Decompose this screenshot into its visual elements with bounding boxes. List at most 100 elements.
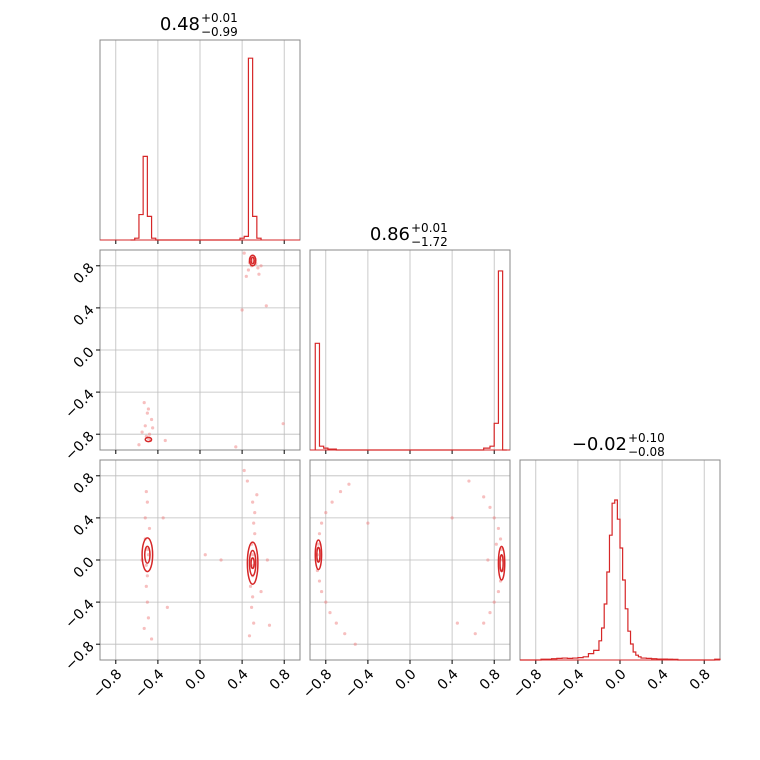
title-param-2: −0.02 +0.10 −0.08	[572, 431, 665, 459]
scatter-point	[328, 611, 332, 615]
scatter-point	[242, 251, 246, 255]
histogram-step-line-2	[520, 499, 721, 661]
x-tick-label: 0.4	[435, 666, 462, 693]
scatter-point	[259, 264, 263, 268]
density-contour	[248, 549, 257, 577]
scatter-point	[317, 579, 322, 583]
density-contour	[246, 541, 259, 585]
scatter-point	[257, 272, 261, 276]
x-tick-label: −0.4	[342, 666, 377, 701]
scatter-point	[137, 443, 141, 447]
scatter-point	[252, 621, 256, 625]
scatter-point	[316, 542, 321, 546]
scatter-point	[496, 526, 501, 531]
density-contour	[314, 539, 323, 571]
scatter-point	[467, 479, 471, 483]
scatter-point	[142, 401, 146, 405]
scatter-point	[319, 589, 324, 594]
scatter-point	[251, 500, 255, 504]
scatter-point	[498, 537, 503, 541]
scatter-point	[343, 632, 347, 636]
scatter-point	[482, 621, 486, 625]
scatter-point	[242, 468, 246, 473]
title-plus-0: +0.01	[201, 11, 238, 25]
title-plus-2: +0.10	[628, 431, 665, 445]
scatter-point	[149, 417, 154, 422]
scatter-point	[246, 268, 251, 272]
scatter-point	[247, 634, 252, 638]
scatter-point	[251, 595, 255, 599]
scatter-point	[259, 589, 263, 594]
scatter-point	[145, 500, 149, 504]
scatter-point	[145, 574, 149, 578]
y-tick-label: 0.8	[71, 260, 98, 287]
scatter-point	[499, 547, 504, 552]
density-contour	[316, 546, 321, 563]
panel-r2-c2	[519, 459, 721, 664]
scatter-point	[353, 642, 357, 646]
density-contour	[499, 553, 504, 573]
scatter-point	[450, 516, 454, 520]
scatter-point	[147, 432, 152, 436]
density-contour	[141, 537, 154, 573]
scatter-point	[319, 521, 324, 525]
scatter-point	[256, 266, 260, 270]
scatter-point	[253, 532, 257, 536]
scatter-point	[252, 521, 256, 525]
x-tick-label: −0.4	[552, 666, 587, 701]
scatter-point	[473, 632, 477, 636]
scatter-point	[253, 511, 257, 515]
y-tick-label: 0.4	[71, 512, 98, 539]
y-tick-label: 0.8	[71, 470, 98, 497]
title-value-2: −0.02	[572, 434, 627, 455]
density-contour	[144, 436, 153, 443]
scatter-point	[145, 411, 149, 415]
scatter-point	[366, 521, 370, 525]
scatter-point	[482, 495, 486, 499]
title-value-0: 0.48	[160, 14, 200, 35]
density-contour	[143, 545, 151, 564]
scatter-point	[244, 274, 248, 278]
x-tick-label: 0.4	[645, 666, 672, 693]
x-tick-label: 0.8	[477, 666, 504, 693]
scatter-point	[142, 626, 146, 631]
scatter-point	[144, 489, 148, 494]
scatter-point	[143, 424, 147, 428]
scatter-point	[267, 623, 272, 627]
scatter-point	[265, 558, 269, 562]
scatter-point	[203, 553, 207, 557]
y-tick-label: 0.0	[71, 344, 98, 371]
x-tick-label: −0.8	[510, 666, 545, 701]
density-contour	[250, 256, 255, 265]
scatter-point	[146, 616, 151, 620]
scatter-point	[486, 558, 490, 562]
scatter-point	[281, 422, 285, 426]
x-tick-label: 0.4	[225, 666, 252, 693]
scatter-point	[347, 482, 351, 486]
scatter-point	[248, 584, 253, 588]
scatter-point	[488, 611, 492, 615]
scatter-point	[317, 532, 322, 536]
title-minus-1: −1.72	[411, 235, 448, 249]
scatter-point	[146, 407, 151, 411]
title-value-1: 0.86	[370, 224, 410, 245]
scatter-point	[145, 547, 149, 552]
x-tick-label: −0.4	[132, 666, 167, 701]
scatter-point	[492, 600, 496, 604]
y-tick-label: −0.4	[62, 596, 97, 631]
histogram-step-line-1	[314, 270, 507, 451]
x-tick-label: 0.0	[603, 666, 630, 693]
scatter-point	[245, 479, 249, 483]
panel-r2-c1	[309, 459, 511, 664]
scatter-point	[219, 558, 223, 562]
scatter-point	[334, 621, 338, 625]
scatter-point	[145, 600, 149, 604]
scatter-point	[264, 304, 268, 308]
density-contour	[250, 557, 255, 570]
scatter-point	[144, 563, 148, 567]
scatter-point	[488, 505, 492, 509]
scatter-point	[234, 445, 238, 449]
scatter-point	[143, 516, 147, 520]
x-tick-label: 0.0	[393, 666, 420, 693]
